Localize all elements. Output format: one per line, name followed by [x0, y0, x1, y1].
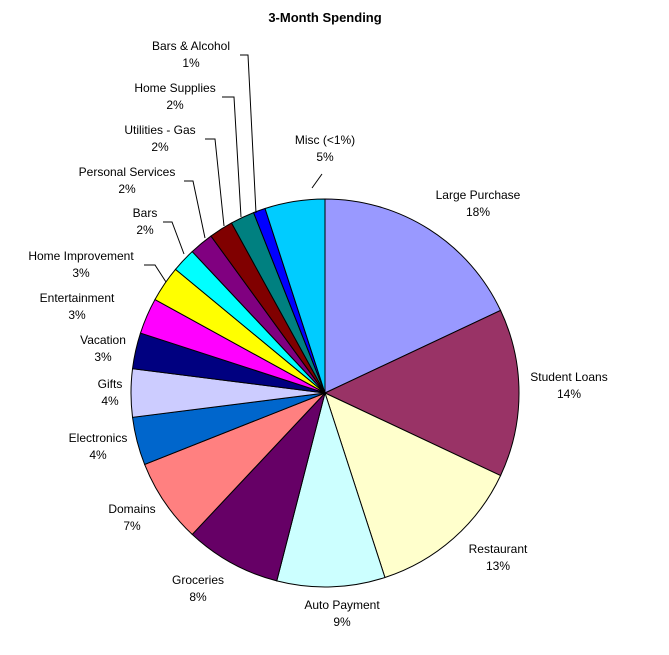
slice-label-name: Bars & Alcohol: [151, 39, 231, 53]
leader-line: [311, 173, 323, 189]
slice-label-percent: 1%: [182, 56, 200, 70]
slice-label: Entertainment 3%: [0, 290, 157, 324]
slice-label: Home Improvement 3%: [1, 248, 161, 282]
slice-label: Misc (<1%) 5%: [245, 132, 405, 166]
slice-label-name: Entertainment: [39, 291, 115, 305]
slice-label-percent: 14%: [556, 387, 582, 401]
slice-label-percent: 9%: [333, 615, 351, 629]
slice-label: Electronics 4%: [18, 430, 178, 464]
slice-label-percent: 4%: [89, 448, 107, 462]
slice-label-name: Electronics: [68, 431, 128, 445]
slice-label-percent: 3%: [94, 350, 112, 364]
slice-label-name: Bars: [132, 206, 158, 220]
slice-label: Bars & Alcohol 1%: [111, 38, 271, 72]
pie-slice-auto-payment: [276, 391, 386, 588]
slice-label-name: Student Loans: [530, 370, 608, 384]
slice-label-percent: 2%: [136, 223, 154, 237]
pie-slice-misc-1: [264, 198, 326, 394]
slice-label: Large Purchase 18%: [398, 187, 558, 221]
slice-label-name: Personal Services: [78, 165, 176, 179]
slice-label-percent: 4%: [101, 394, 119, 408]
slice-label-name: Large Purchase: [435, 188, 521, 202]
pie-slice-groceries: [191, 392, 326, 582]
slice-label-name: Gifts: [97, 377, 123, 391]
slice-label-percent: 7%: [123, 519, 141, 533]
slice-label-percent: 5%: [316, 150, 334, 164]
slice-label-name: Home Supplies: [134, 81, 216, 95]
slice-label-name: Groceries: [171, 573, 224, 587]
leader-line: [144, 264, 167, 283]
slice-label-percent: 2%: [118, 182, 136, 196]
pie-slice-large-purchase: [324, 198, 502, 394]
slice-label: Bars 2%: [65, 205, 225, 239]
leader-line: [163, 221, 185, 255]
leader-line: [184, 180, 206, 239]
slice-label: Domains 7%: [52, 501, 212, 535]
slice-label: Personal Services 2%: [47, 164, 207, 198]
leader-line: [205, 138, 225, 227]
slice-label: Gifts 4%: [30, 376, 190, 410]
slice-label: Student Loans 14%: [489, 369, 649, 403]
slice-label-percent: 8%: [189, 590, 207, 604]
slice-label-percent: 3%: [68, 308, 86, 322]
slice-label: Restaurant 13%: [418, 541, 578, 575]
pie-slice-student-loans: [323, 309, 520, 477]
pie-slice-restaurant: [324, 392, 502, 579]
leader-line: [240, 54, 257, 214]
slice-label-percent: 3%: [72, 266, 90, 280]
slice-label-percent: 2%: [166, 98, 184, 112]
slice-label: Utilities - Gas 2%: [80, 122, 240, 156]
slice-label: Auto Payment 9%: [262, 597, 422, 631]
slice-label: Vacation 3%: [23, 332, 183, 366]
slice-label-name: Misc (<1%): [294, 133, 356, 147]
slice-label-name: Vacation: [80, 333, 126, 347]
chart-title: 3-Month Spending: [268, 10, 382, 25]
slice-label-name: Domains: [108, 502, 156, 516]
slice-label-name: Utilities - Gas: [124, 123, 196, 137]
slice-label-percent: 18%: [465, 205, 491, 219]
slice-label-name: Home Improvement: [28, 249, 134, 263]
slice-label-name: Auto Payment: [304, 598, 380, 612]
slice-label-name: Restaurant: [468, 542, 528, 556]
slice-label-percent: 13%: [485, 559, 511, 573]
slice-label: Home Supplies 2%: [95, 80, 255, 114]
leader-line: [222, 96, 242, 218]
slice-label-percent: 2%: [151, 140, 169, 154]
slice-label: Groceries 8%: [118, 572, 278, 606]
